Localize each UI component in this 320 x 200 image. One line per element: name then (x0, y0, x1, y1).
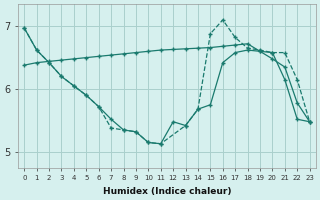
X-axis label: Humidex (Indice chaleur): Humidex (Indice chaleur) (103, 187, 231, 196)
